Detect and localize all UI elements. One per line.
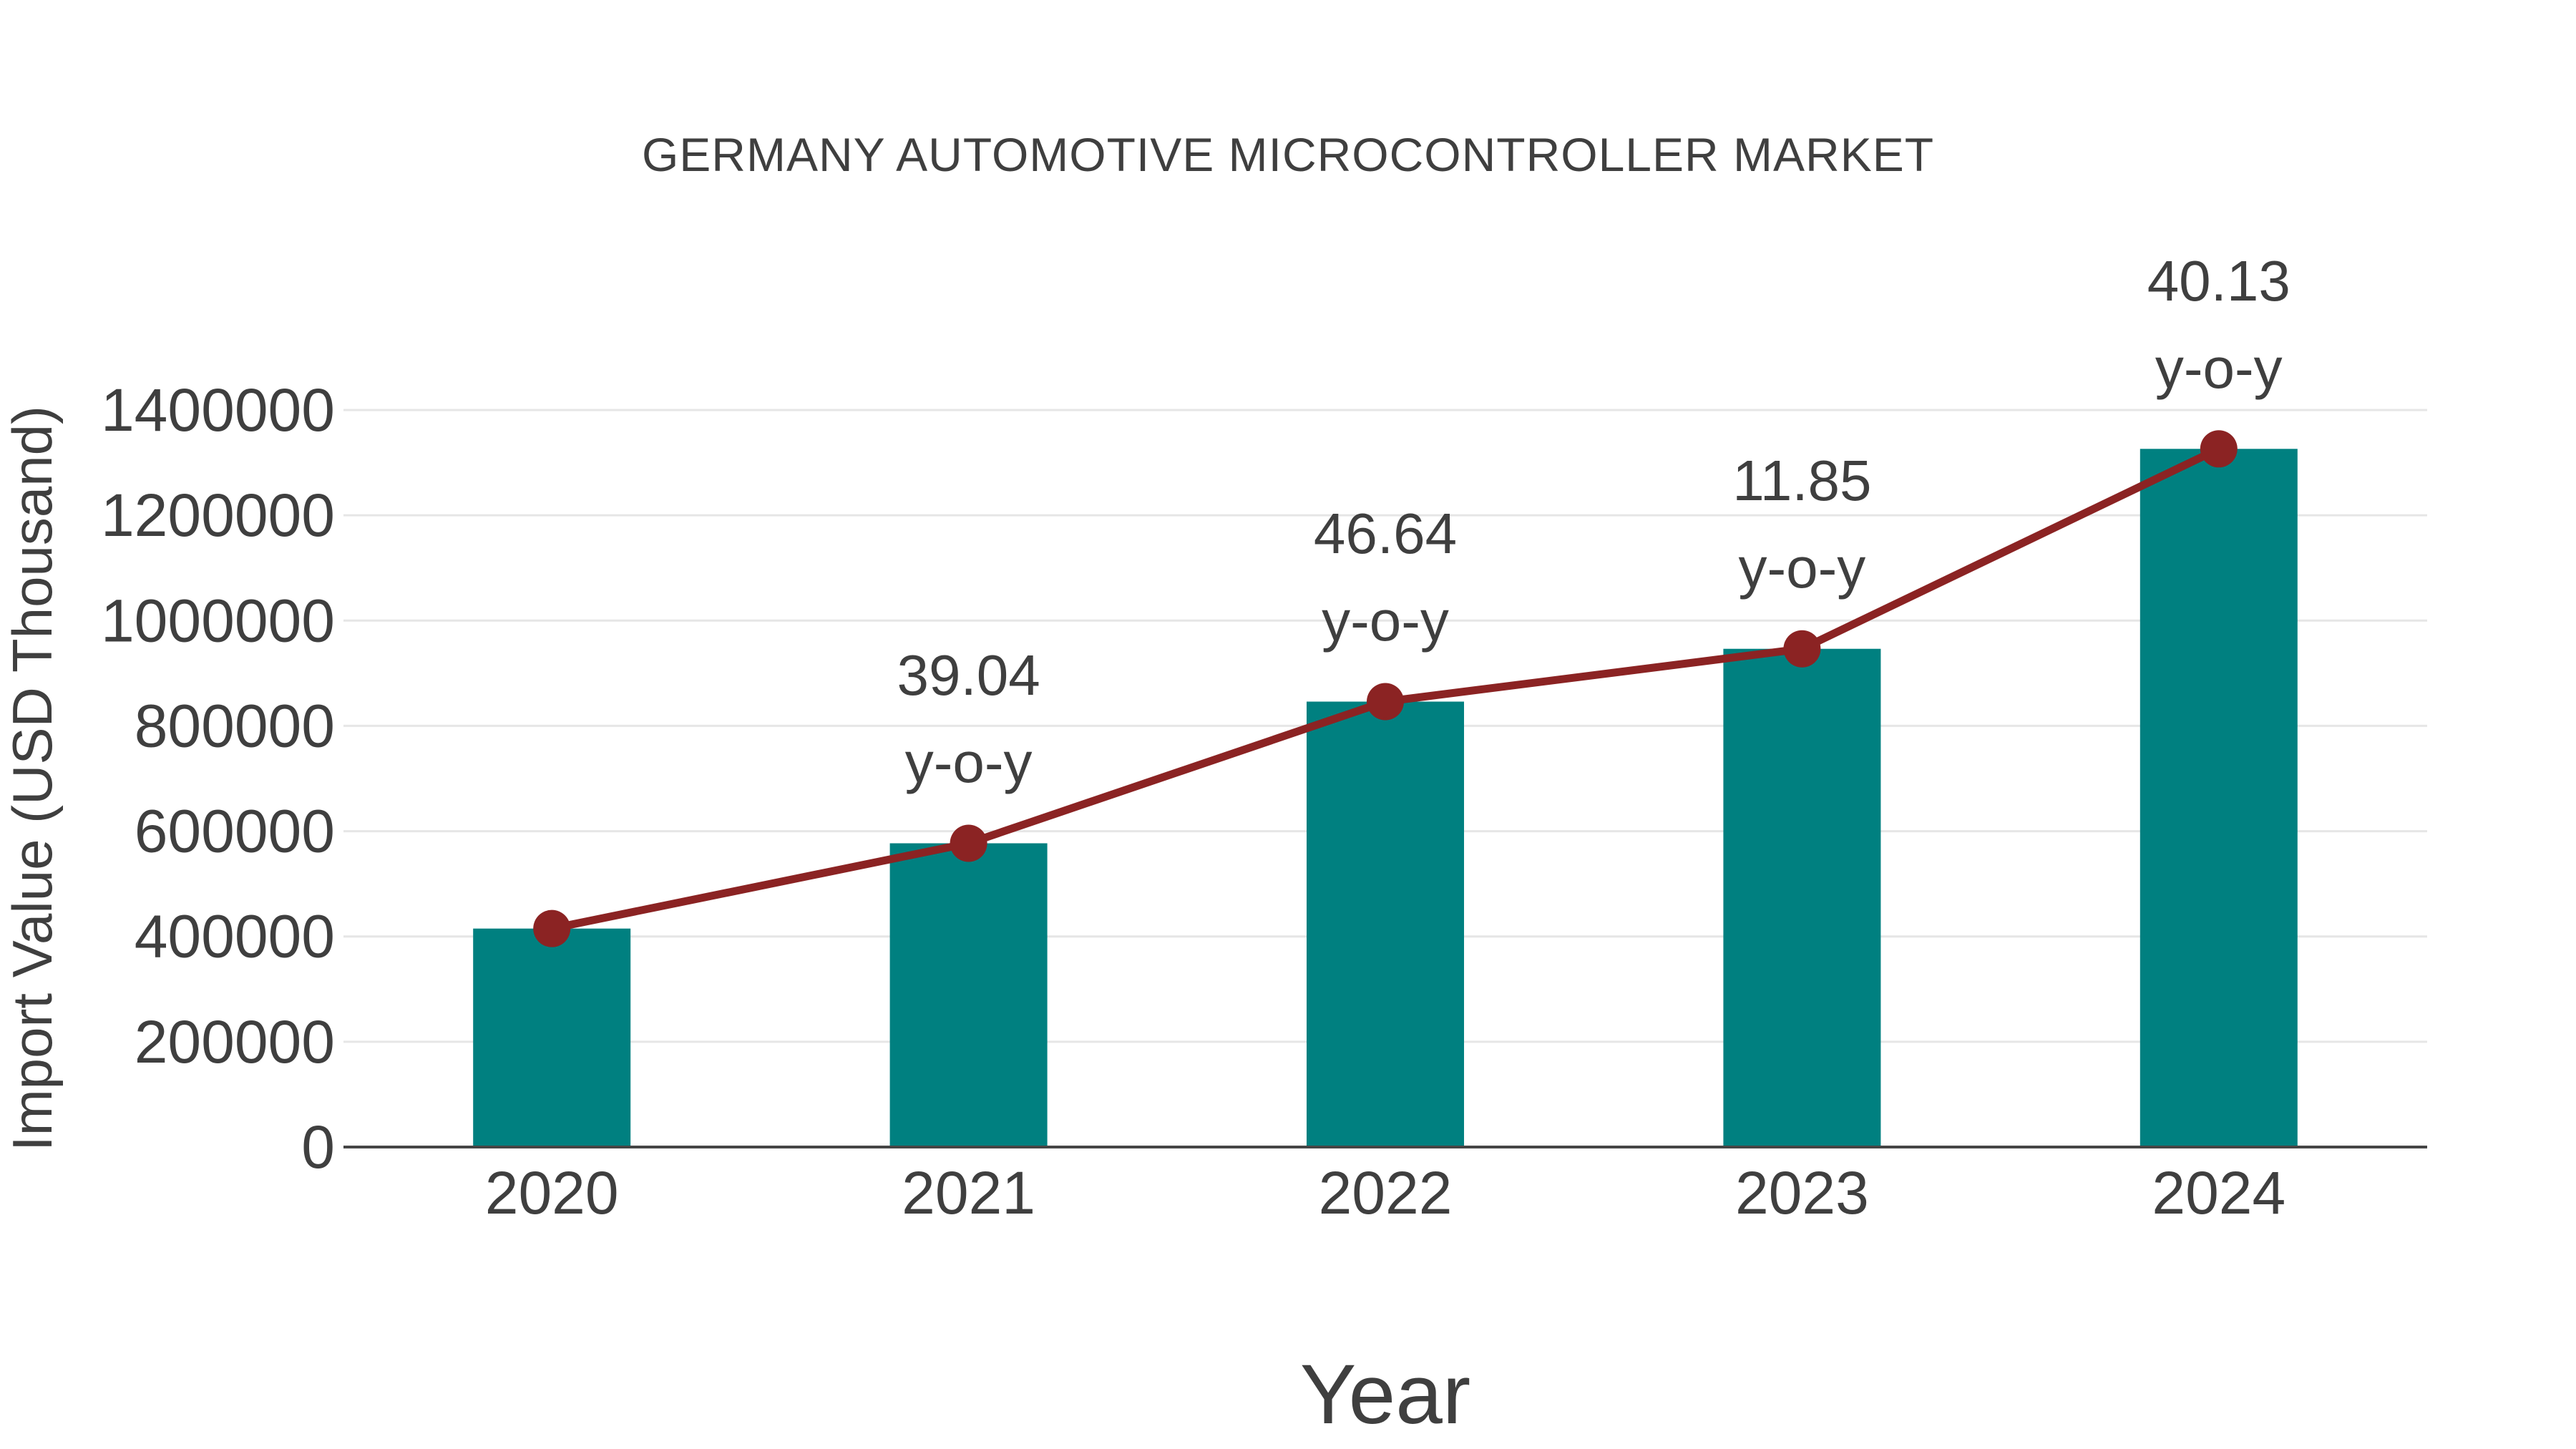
marker-2022 (1367, 683, 1404, 721)
annotation-pct-2023: 11.85 (1732, 449, 1871, 512)
marker-2023 (1783, 630, 1821, 668)
x-axis-title: Year (1299, 1347, 1471, 1442)
annotation-pct-2021: 39.04 (897, 643, 1040, 707)
annotation-pct-2022: 46.64 (1314, 502, 1457, 565)
y-tick-1400000: 1400000 (101, 376, 335, 444)
x-tick-2023: 2023 (1735, 1159, 1869, 1226)
y-tick-1000000: 1000000 (101, 587, 335, 654)
y-tick-400000: 400000 (135, 903, 335, 970)
y-tick-800000: 800000 (135, 692, 335, 759)
annotation-pct-2024: 40.13 (2147, 249, 2290, 313)
bar-2021 (889, 843, 1048, 1147)
y-tick-600000: 600000 (135, 798, 335, 865)
bar-2023 (1723, 648, 1881, 1147)
y-tick-200000: 200000 (135, 1008, 335, 1075)
marker-2024 (2200, 430, 2238, 468)
annotation-yoy-2024: y-o-y (2155, 336, 2283, 400)
marker-2020 (533, 909, 571, 947)
annotation-yoy-2022: y-o-y (1322, 589, 1449, 653)
annotation-yoy-2023: y-o-y (1739, 536, 1866, 600)
annotation-yoy-2021: y-o-y (905, 731, 1033, 794)
x-tick-2021: 2021 (902, 1159, 1035, 1226)
y-tick-0: 0 (301, 1113, 335, 1181)
bar-2024 (2140, 449, 2298, 1147)
chart-title: GERMANY AUTOMOTIVE MICROCONTROLLER MARKE… (641, 128, 1935, 181)
y-axis-title: Import Value (USD Thousand) (1, 406, 64, 1151)
x-tick-2024: 2024 (2152, 1159, 2285, 1226)
y-tick-1200000: 1200000 (101, 482, 335, 549)
bar-2022 (1307, 701, 1464, 1147)
bar-2020 (473, 928, 631, 1147)
marker-2021 (950, 824, 987, 862)
x-tick-2022: 2022 (1319, 1159, 1453, 1226)
x-tick-2020: 2020 (485, 1159, 619, 1226)
